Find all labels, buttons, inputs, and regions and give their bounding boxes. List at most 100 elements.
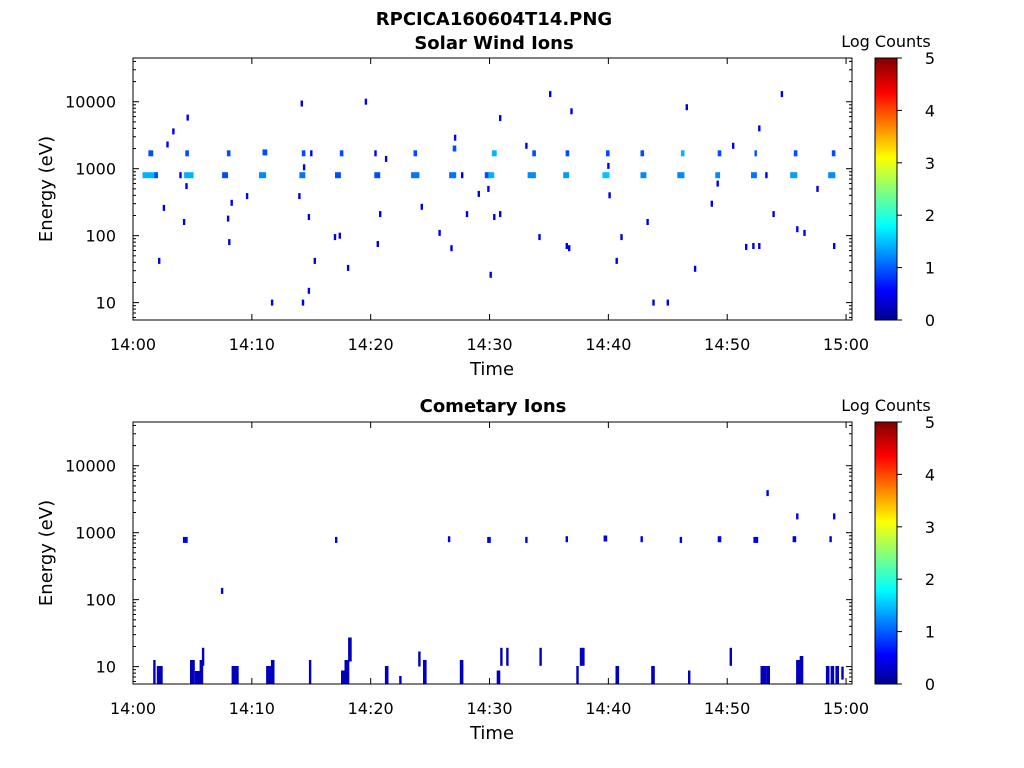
- panel-title: Cometary Ions: [420, 396, 567, 417]
- x-tick-label: 14:50: [704, 699, 750, 718]
- plot-frame: [132, 421, 853, 685]
- colorbar-tick-label: 5: [925, 413, 935, 432]
- heatmap-cell: [477, 190, 480, 197]
- heatmap-cell: [230, 199, 233, 206]
- heatmap-cell: [766, 490, 769, 497]
- heatmap-cell: [452, 145, 457, 152]
- heatmap-cell: [487, 536, 491, 543]
- heatmap-cell: [484, 172, 490, 179]
- y-tick-label: 100: [85, 591, 116, 610]
- heatmap-cell: [717, 150, 722, 157]
- heatmap-cell: [339, 150, 344, 157]
- heatmap-cell: [301, 299, 305, 306]
- heatmap-cell: [266, 666, 274, 684]
- heatmap-cell: [792, 536, 797, 543]
- heatmap-cell: [413, 150, 418, 157]
- heatmap-cell: [307, 214, 311, 220]
- heatmap-cell: [607, 162, 610, 169]
- heatmap-cell: [341, 670, 345, 684]
- y-tick-label: 1000: [75, 160, 116, 179]
- heatmap-cell: [459, 660, 464, 684]
- heatmap-cell: [411, 172, 420, 179]
- heatmap-cell: [335, 172, 341, 179]
- x-tick-label: 15:00: [823, 335, 869, 354]
- heatmap-cell: [831, 150, 836, 157]
- heatmap-cell: [615, 666, 620, 684]
- colorbar-tick-label: 2: [925, 570, 935, 589]
- heatmap-cell: [835, 666, 839, 684]
- heatmap-cell: [364, 98, 368, 105]
- heatmap-cell: [688, 670, 691, 684]
- heatmap-cell: [142, 172, 156, 179]
- heatmap-cell: [487, 185, 490, 192]
- heatmap-cell: [194, 671, 201, 684]
- heatmap-cell: [308, 660, 312, 684]
- axis-ticks: 14:00 14:10 14:20 14:30 14:40 14:50 15:00 10 100…: [65, 422, 869, 718]
- heatmap-cell: [796, 660, 801, 684]
- x-tick-label: 14:20: [348, 335, 394, 354]
- plot-frame: [132, 57, 853, 321]
- heatmap-cell: [729, 647, 732, 666]
- heatmap-cell: [563, 172, 570, 179]
- heatmap-cell: [182, 536, 188, 543]
- heatmap-cell: [765, 172, 768, 179]
- heatmap-cell: [186, 114, 189, 121]
- heatmap-cell: [374, 150, 377, 157]
- heatmap-cell: [830, 666, 835, 684]
- heatmap-cell: [158, 257, 161, 264]
- heatmap-cell: [245, 193, 249, 200]
- heatmap-cell: [640, 536, 643, 543]
- y-tick-label: 1000: [75, 524, 116, 543]
- heatmap-cell: [760, 666, 767, 684]
- heatmap-cell: [450, 245, 453, 252]
- x-tick-label: 14:40: [585, 699, 631, 718]
- heatmap-cell: [262, 149, 268, 156]
- heatmap-cell: [496, 670, 501, 684]
- x-axis-label: Time: [469, 723, 514, 744]
- heatmap-cell: [710, 200, 713, 207]
- heatmap-cell: [793, 150, 798, 157]
- heatmap-cell: [148, 150, 154, 157]
- heatmap-cell: [751, 172, 757, 179]
- colorbar-tick-label: 2: [925, 206, 935, 225]
- heatmap-cell: [752, 243, 755, 249]
- heatmap-cell: [344, 660, 350, 684]
- y-axis-label: Energy (eV): [36, 500, 57, 606]
- heatmap-cell: [715, 172, 721, 179]
- heatmap-cell: [780, 91, 784, 98]
- heatmap-cell: [499, 115, 502, 122]
- heatmap-cell: [570, 108, 573, 115]
- heatmap-cell: [833, 513, 836, 520]
- x-tick-label: 14:30: [466, 699, 512, 718]
- heatmap-cell: [816, 185, 819, 192]
- y-tick-label: 10000: [65, 93, 116, 112]
- heatmap-cell: [640, 150, 645, 157]
- heatmap-cell: [300, 100, 303, 107]
- heatmap-cell: [172, 128, 175, 135]
- heatmap-cell: [603, 535, 608, 542]
- heatmap-cell: [796, 226, 799, 233]
- heatmap-cell: [500, 647, 503, 666]
- heatmap-cell: [803, 229, 806, 236]
- heatmap-cell: [790, 172, 798, 179]
- heatmap-cell: [220, 587, 224, 594]
- heatmap-cell: [717, 536, 722, 543]
- heatmap-cell: [185, 150, 189, 157]
- heatmap-cell: [620, 234, 623, 241]
- heatmap-cell: [493, 214, 496, 220]
- heatmap-cell: [565, 536, 568, 543]
- heatmap-cell: [825, 666, 830, 684]
- heatmap-cell: [716, 180, 719, 187]
- heatmap-cell: [525, 536, 528, 543]
- heatmap-cell: [772, 211, 775, 218]
- y-tick-label: 10: [96, 294, 116, 313]
- heatmap-cell: [162, 204, 166, 211]
- axis-ticks: 14:00 14:10 14:20 14:30 14:40 14:50 15:00 10 100…: [65, 58, 869, 354]
- y-tick-label: 100: [85, 227, 116, 246]
- heatmap-cell: [766, 666, 770, 684]
- colorbar-label: Log Counts: [841, 32, 931, 51]
- heatmap-cell: [461, 172, 464, 179]
- heatmap-cell: [651, 666, 655, 684]
- heatmap-cell: [576, 666, 579, 684]
